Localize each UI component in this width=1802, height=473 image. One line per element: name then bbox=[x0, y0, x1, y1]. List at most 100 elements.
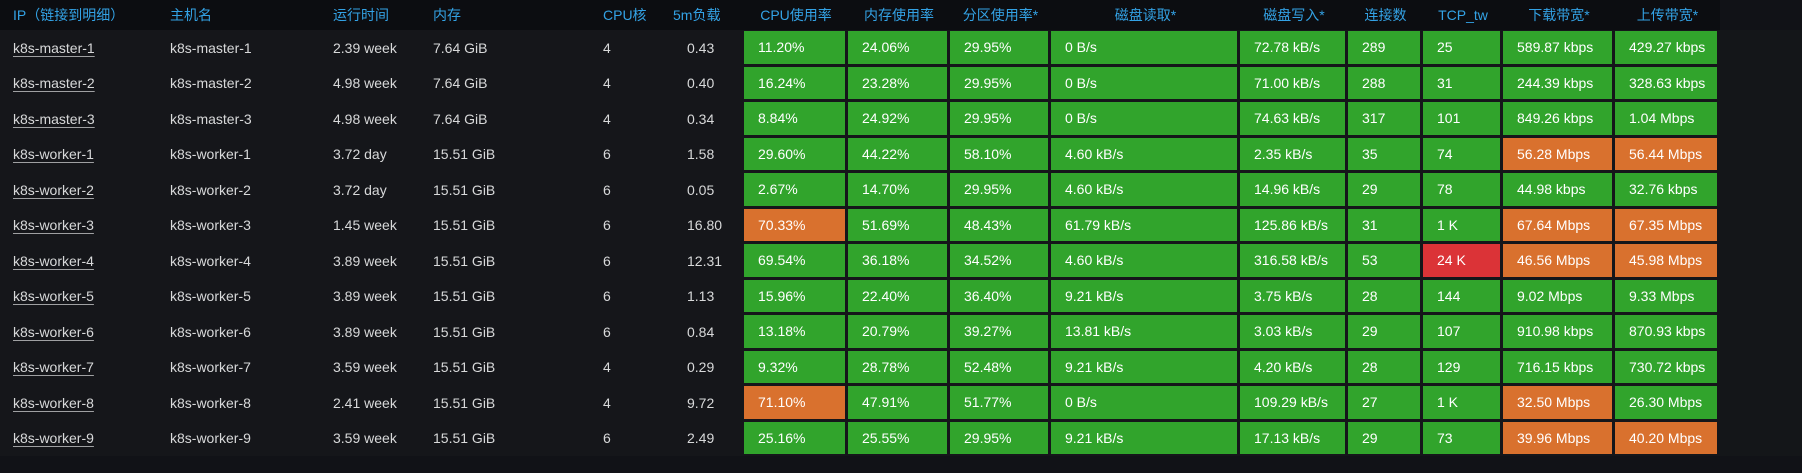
tcp-tw-cell: 129 bbox=[1423, 350, 1503, 386]
column-header-part-usage[interactable]: 分区使用率* bbox=[962, 7, 1039, 23]
load-cell: 0.34 bbox=[687, 110, 715, 127]
up-bw-cell: 26.30 Mbps bbox=[1615, 385, 1720, 421]
tcp-tw-cell: 101 bbox=[1423, 101, 1503, 137]
cpu-usage-cell: 13.18% bbox=[744, 314, 848, 350]
load-cell: 0.84 bbox=[687, 323, 715, 340]
ip-link[interactable]: k8s-worker-3 bbox=[13, 217, 94, 234]
disk-write-cell: 71.00 kB/s bbox=[1240, 66, 1348, 102]
connections-value: 31 bbox=[1348, 208, 1420, 241]
disk-write-value: 71.00 kB/s bbox=[1240, 66, 1345, 99]
up-bw-value: 32.76 kbps bbox=[1615, 173, 1717, 206]
table-row: k8s-master-3 k8s-master-3 4.98 week 7.64 Gi… bbox=[0, 101, 1720, 137]
column-header-cores[interactable]: CPU核 bbox=[603, 7, 647, 23]
column-header-tcp-tw[interactable]: TCP_tw bbox=[1438, 7, 1488, 23]
up-bw-cell: 32.76 kbps bbox=[1615, 172, 1720, 208]
column-header-up-bw[interactable]: 上传带宽* bbox=[1636, 7, 1699, 23]
ip-link[interactable]: k8s-worker-4 bbox=[13, 252, 94, 269]
cpu-usage-cell: 15.96% bbox=[744, 279, 848, 315]
ip-link[interactable]: k8s-master-2 bbox=[13, 75, 95, 92]
disk-read-value: 0 B/s bbox=[1051, 386, 1237, 419]
load-cell: 0.40 bbox=[687, 75, 715, 92]
column-header-memory[interactable]: 内存 bbox=[433, 7, 461, 23]
column-header-hostname[interactable]: 主机名 bbox=[170, 7, 212, 23]
up-bw-value: 328.63 kbps bbox=[1615, 66, 1717, 99]
disk-read-value: 0 B/s bbox=[1051, 66, 1237, 99]
cores-cell: 6 bbox=[603, 288, 611, 305]
ip-cell: k8s-master-2 bbox=[0, 66, 157, 102]
column-header-ip[interactable]: IP（链接到明细） bbox=[13, 7, 125, 23]
ip-link[interactable]: k8s-worker-5 bbox=[13, 288, 94, 305]
connections-cell: 29 bbox=[1348, 314, 1423, 350]
disk-read-value: 9.21 kB/s bbox=[1051, 279, 1237, 312]
ip-link[interactable]: k8s-master-1 bbox=[13, 39, 95, 56]
cpu-usage-cell: 16.24% bbox=[744, 66, 848, 102]
disk-read-value: 9.21 kB/s bbox=[1051, 421, 1237, 454]
disk-write-value: 2.35 kB/s bbox=[1240, 137, 1345, 170]
down-bw-value: 849.26 kbps bbox=[1503, 102, 1612, 135]
up-bw-value: 67.35 Mbps bbox=[1615, 208, 1717, 241]
column-header-down-bw[interactable]: 下载带宽* bbox=[1528, 7, 1590, 23]
column-header-uptime[interactable]: 运行时间 bbox=[333, 7, 389, 23]
mem-usage-value: 24.06% bbox=[848, 31, 947, 64]
ip-link[interactable]: k8s-worker-2 bbox=[13, 181, 94, 198]
uptime-cell: 3.89 week bbox=[333, 288, 397, 305]
down-bw-value: 9.02 Mbps bbox=[1503, 279, 1612, 312]
disk-write-cell: 72.78 kB/s bbox=[1240, 30, 1348, 66]
ip-link[interactable]: k8s-worker-1 bbox=[13, 146, 94, 163]
ip-cell: k8s-worker-6 bbox=[0, 314, 157, 350]
tcp-tw-cell: 107 bbox=[1423, 314, 1503, 350]
hostname-cell: k8s-worker-4 bbox=[170, 252, 251, 269]
part-usage-value: 39.27% bbox=[950, 315, 1048, 348]
cpu-usage-value: 11.20% bbox=[744, 31, 845, 64]
load-cell: 0.05 bbox=[687, 181, 715, 198]
column-header-mem-usage[interactable]: 内存使用率 bbox=[864, 7, 934, 23]
part-usage-cell: 29.95% bbox=[950, 101, 1051, 137]
ip-cell: k8s-master-1 bbox=[0, 30, 157, 66]
tcp-tw-value: 144 bbox=[1423, 279, 1500, 312]
uptime-cell: 1.45 week bbox=[333, 217, 397, 234]
cpu-usage-value: 71.10% bbox=[744, 386, 845, 419]
tcp-tw-cell: 78 bbox=[1423, 172, 1503, 208]
table-row: k8s-worker-7 k8s-worker-7 3.59 week 15.51 G… bbox=[0, 349, 1720, 386]
ip-link[interactable]: k8s-worker-9 bbox=[13, 430, 94, 447]
memory-cell: 15.51 GiB bbox=[433, 323, 496, 340]
disk-write-cell: 74.63 kB/s bbox=[1240, 101, 1348, 137]
column-header-cpu-usage[interactable]: CPU使用率 bbox=[760, 7, 832, 23]
tcp-tw-cell: 24 K bbox=[1423, 243, 1503, 279]
down-bw-value: 39.96 Mbps bbox=[1503, 421, 1612, 454]
column-header-load[interactable]: 5m负载 bbox=[673, 7, 721, 23]
up-bw-cell: 9.33 Mbps bbox=[1615, 279, 1720, 315]
disk-write-value: 109.29 kB/s bbox=[1240, 386, 1345, 419]
disk-write-cell: 3.03 kB/s bbox=[1240, 314, 1348, 350]
disk-write-value: 74.63 kB/s bbox=[1240, 102, 1345, 135]
ip-link[interactable]: k8s-worker-6 bbox=[13, 323, 94, 340]
ip-cell: k8s-worker-4 bbox=[0, 243, 157, 279]
mem-usage-value: 24.92% bbox=[848, 102, 947, 135]
hostname-cell: k8s-master-3 bbox=[170, 110, 252, 127]
mem-usage-value: 44.22% bbox=[848, 137, 947, 170]
column-header-disk-write[interactable]: 磁盘写入* bbox=[1263, 7, 1325, 23]
ip-link[interactable]: k8s-worker-7 bbox=[13, 359, 94, 376]
column-header-connections[interactable]: 连接数 bbox=[1364, 7, 1407, 23]
mem-usage-value: 25.55% bbox=[848, 421, 947, 454]
disk-read-value: 13.81 kB/s bbox=[1051, 315, 1237, 348]
column-header-disk-read[interactable]: 磁盘读取* bbox=[1114, 7, 1177, 23]
tcp-tw-cell: 1 K bbox=[1423, 208, 1503, 244]
down-bw-value: 56.28 Mbps bbox=[1503, 137, 1612, 170]
ip-cell: k8s-worker-5 bbox=[0, 279, 157, 315]
disk-read-cell: 4.60 kB/s bbox=[1051, 172, 1240, 208]
table-row: k8s-worker-2 k8s-worker-2 3.72 day 15.51 Gi… bbox=[0, 172, 1720, 208]
down-bw-cell: 244.39 kbps bbox=[1503, 66, 1615, 102]
up-bw-cell: 45.98 Mbps bbox=[1615, 243, 1720, 279]
up-bw-value: 870.93 kbps bbox=[1615, 315, 1717, 348]
down-bw-cell: 716.15 kbps bbox=[1503, 350, 1615, 386]
down-bw-value: 46.56 Mbps bbox=[1503, 244, 1612, 277]
connections-value: 288 bbox=[1348, 66, 1420, 99]
up-bw-cell: 67.35 Mbps bbox=[1615, 208, 1720, 244]
hostname-cell: k8s-worker-3 bbox=[170, 217, 251, 234]
ip-link[interactable]: k8s-master-3 bbox=[13, 110, 95, 127]
tcp-tw-cell: 73 bbox=[1423, 421, 1503, 457]
ip-cell: k8s-master-3 bbox=[0, 101, 157, 137]
mem-usage-value: 14.70% bbox=[848, 173, 947, 206]
ip-link[interactable]: k8s-worker-8 bbox=[13, 394, 94, 411]
